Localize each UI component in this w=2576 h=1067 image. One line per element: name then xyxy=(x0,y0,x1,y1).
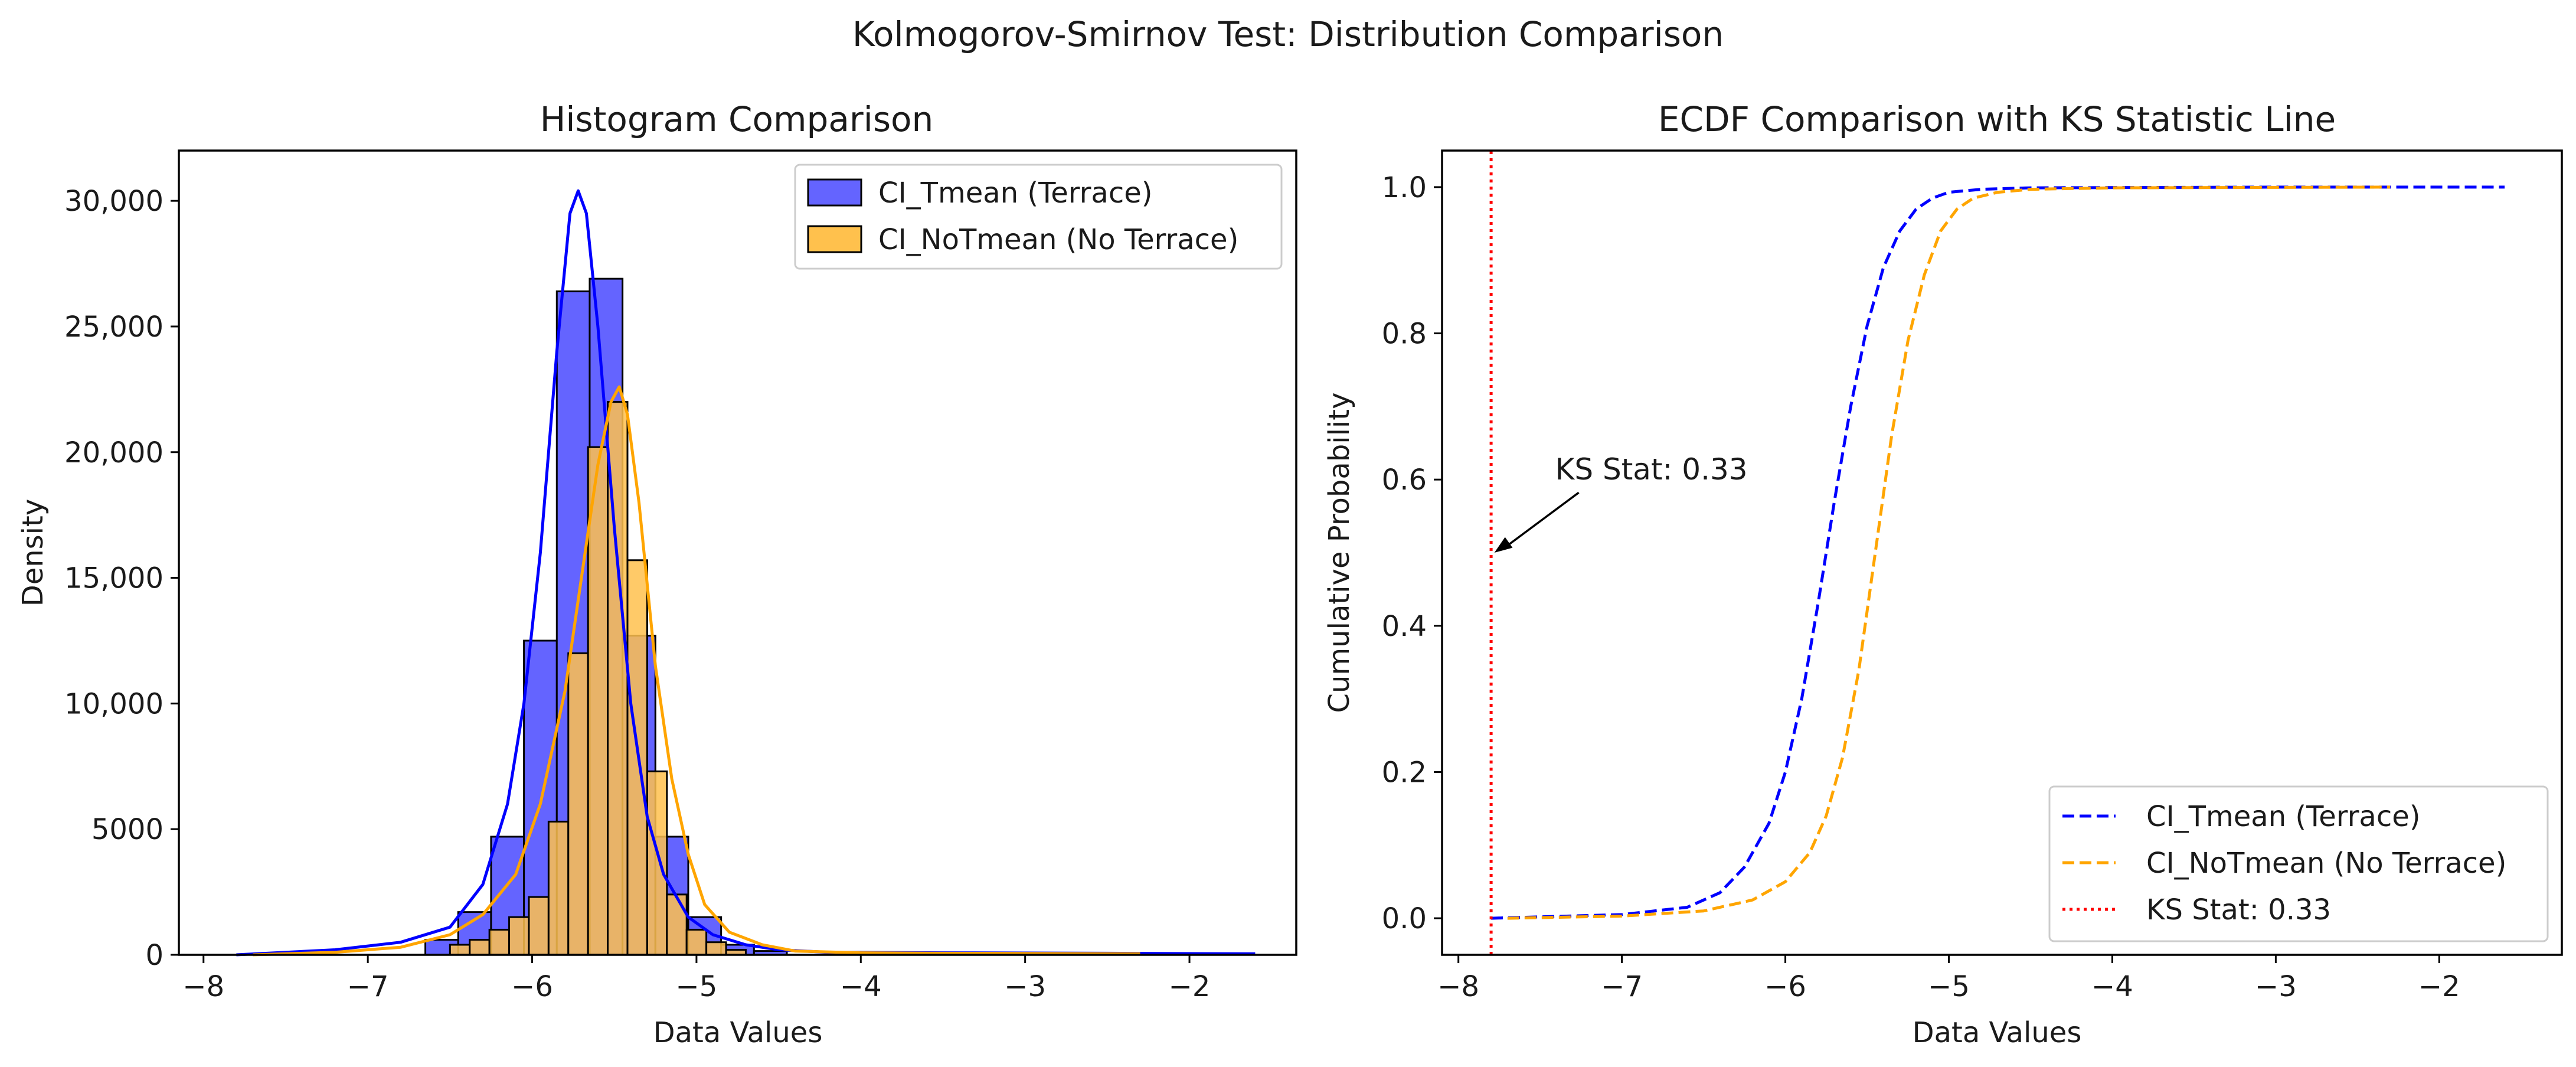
histogram-legend: CI_Tmean (Terrace) CI_NoTmean (No Terrac… xyxy=(794,164,1283,270)
histogram-xtick-label: −5 xyxy=(676,970,718,1003)
histogram-bar-noterrace xyxy=(528,896,550,956)
ecdf-legend-label-noterrace: CI_NoTmean (No Terrace) xyxy=(2146,847,2506,880)
figure-title: Kolmogorov-Smirnov Test: Distribution Co… xyxy=(852,14,1724,54)
kde-line-noterrace xyxy=(253,385,1140,957)
histogram-bar-noterrace xyxy=(567,652,589,956)
histogram-bar-noterrace xyxy=(449,944,471,956)
legend-label-noterrace: CI_NoTmean (No Terrace) xyxy=(878,223,1238,256)
histogram-ytick-label: 20,000 xyxy=(64,436,164,469)
ecdf-ytick-label: 0.2 xyxy=(1382,756,1427,789)
histogram-xtick-label: −3 xyxy=(1004,970,1046,1003)
ecdf-ytick-label: 0.6 xyxy=(1382,464,1427,497)
ecdf-xtick-label: −2 xyxy=(2418,970,2460,1003)
ecdf-line-terrace xyxy=(1491,185,2505,920)
legend-swatch-noterrace xyxy=(807,225,862,253)
histogram-bar-noterrace xyxy=(705,941,727,956)
histogram-bar-noterrace xyxy=(469,938,491,956)
histogram-xtick-label: −6 xyxy=(511,970,553,1003)
histogram-bar-noterrace xyxy=(488,928,511,956)
histogram-ytick-label: 25,000 xyxy=(64,311,164,344)
ecdf-title: ECDF Comparison with KS Statistic Line xyxy=(1658,99,2336,139)
ecdf-xtick-label: −4 xyxy=(2091,970,2133,1003)
ecdf-legend-label-ks: KS Stat: 0.33 xyxy=(2146,893,2331,926)
histogram-xtick-label: −8 xyxy=(182,970,224,1003)
histogram-xtick-label: −7 xyxy=(347,970,389,1003)
ecdf-ytick-label: 0.8 xyxy=(1382,318,1427,351)
histogram-xlabel: Data Values xyxy=(653,1016,823,1049)
kde-line-terrace xyxy=(236,189,1256,957)
ecdf-xtick-label: −6 xyxy=(1764,970,1806,1003)
histogram-panel: Histogram Comparison Data Values Density… xyxy=(17,99,1297,1049)
histogram-ytick-label: 0 xyxy=(145,939,164,972)
ecdf-ytick-label: 0.4 xyxy=(1382,610,1427,643)
histogram-axes-frame xyxy=(178,149,1297,956)
histogram-xtick-label: −2 xyxy=(1169,970,1211,1003)
ecdf-xtick-label: −7 xyxy=(1601,970,1643,1003)
histogram-title: Histogram Comparison xyxy=(540,99,934,139)
ecdf-xtick-label: −8 xyxy=(1437,970,1479,1003)
ecdf-ylabel: Cumulative Probability xyxy=(1323,393,1356,713)
histogram-ytick-label: 10,000 xyxy=(64,687,164,720)
ecdf-xtick-label: −5 xyxy=(1928,970,1970,1003)
histogram-bar-noterrace xyxy=(587,446,609,956)
ecdf-axes-frame xyxy=(1441,149,2563,956)
histogram-bar-noterrace xyxy=(508,916,530,956)
legend-label-terrace: CI_Tmean (Terrace) xyxy=(878,177,1152,210)
histogram-ytick-label: 30,000 xyxy=(64,185,164,218)
legend-swatch-terrace xyxy=(807,178,862,207)
histogram-ytick-label: 5000 xyxy=(91,813,164,846)
histogram-bar-noterrace xyxy=(685,928,708,956)
histogram-ylabel: Density xyxy=(17,499,50,606)
ecdf-legend-label-terrace: CI_Tmean (Terrace) xyxy=(2146,800,2420,833)
ecdf-ytick-label: 1.0 xyxy=(1382,171,1427,204)
ecdf-xtick-label: −3 xyxy=(2255,970,2297,1003)
ecdf-legend: CI_Tmean (Terrace) CI_NoTmean (No Terrac… xyxy=(2048,785,2549,942)
ecdf-line-noterrace xyxy=(1507,185,2391,920)
histogram-bar-noterrace xyxy=(646,770,668,956)
histogram-ytick-label: 15,000 xyxy=(64,562,164,595)
histogram-xtick-label: −4 xyxy=(840,970,882,1003)
ks-annotation-text: KS Stat: 0.33 xyxy=(1555,452,1748,487)
ecdf-xlabel: Data Values xyxy=(1913,1016,2082,1049)
histogram-bar-noterrace xyxy=(666,893,688,956)
ks-annotation-arrow-head xyxy=(1494,537,1513,553)
histogram-bar-noterrace xyxy=(547,820,570,956)
ecdf-panel: ECDF Comparison with KS Statistic Line D… xyxy=(1323,99,2563,1049)
ks-annotation-arrow-shaft xyxy=(1502,491,1580,550)
ecdf-ytick-label: 0.0 xyxy=(1382,902,1427,935)
